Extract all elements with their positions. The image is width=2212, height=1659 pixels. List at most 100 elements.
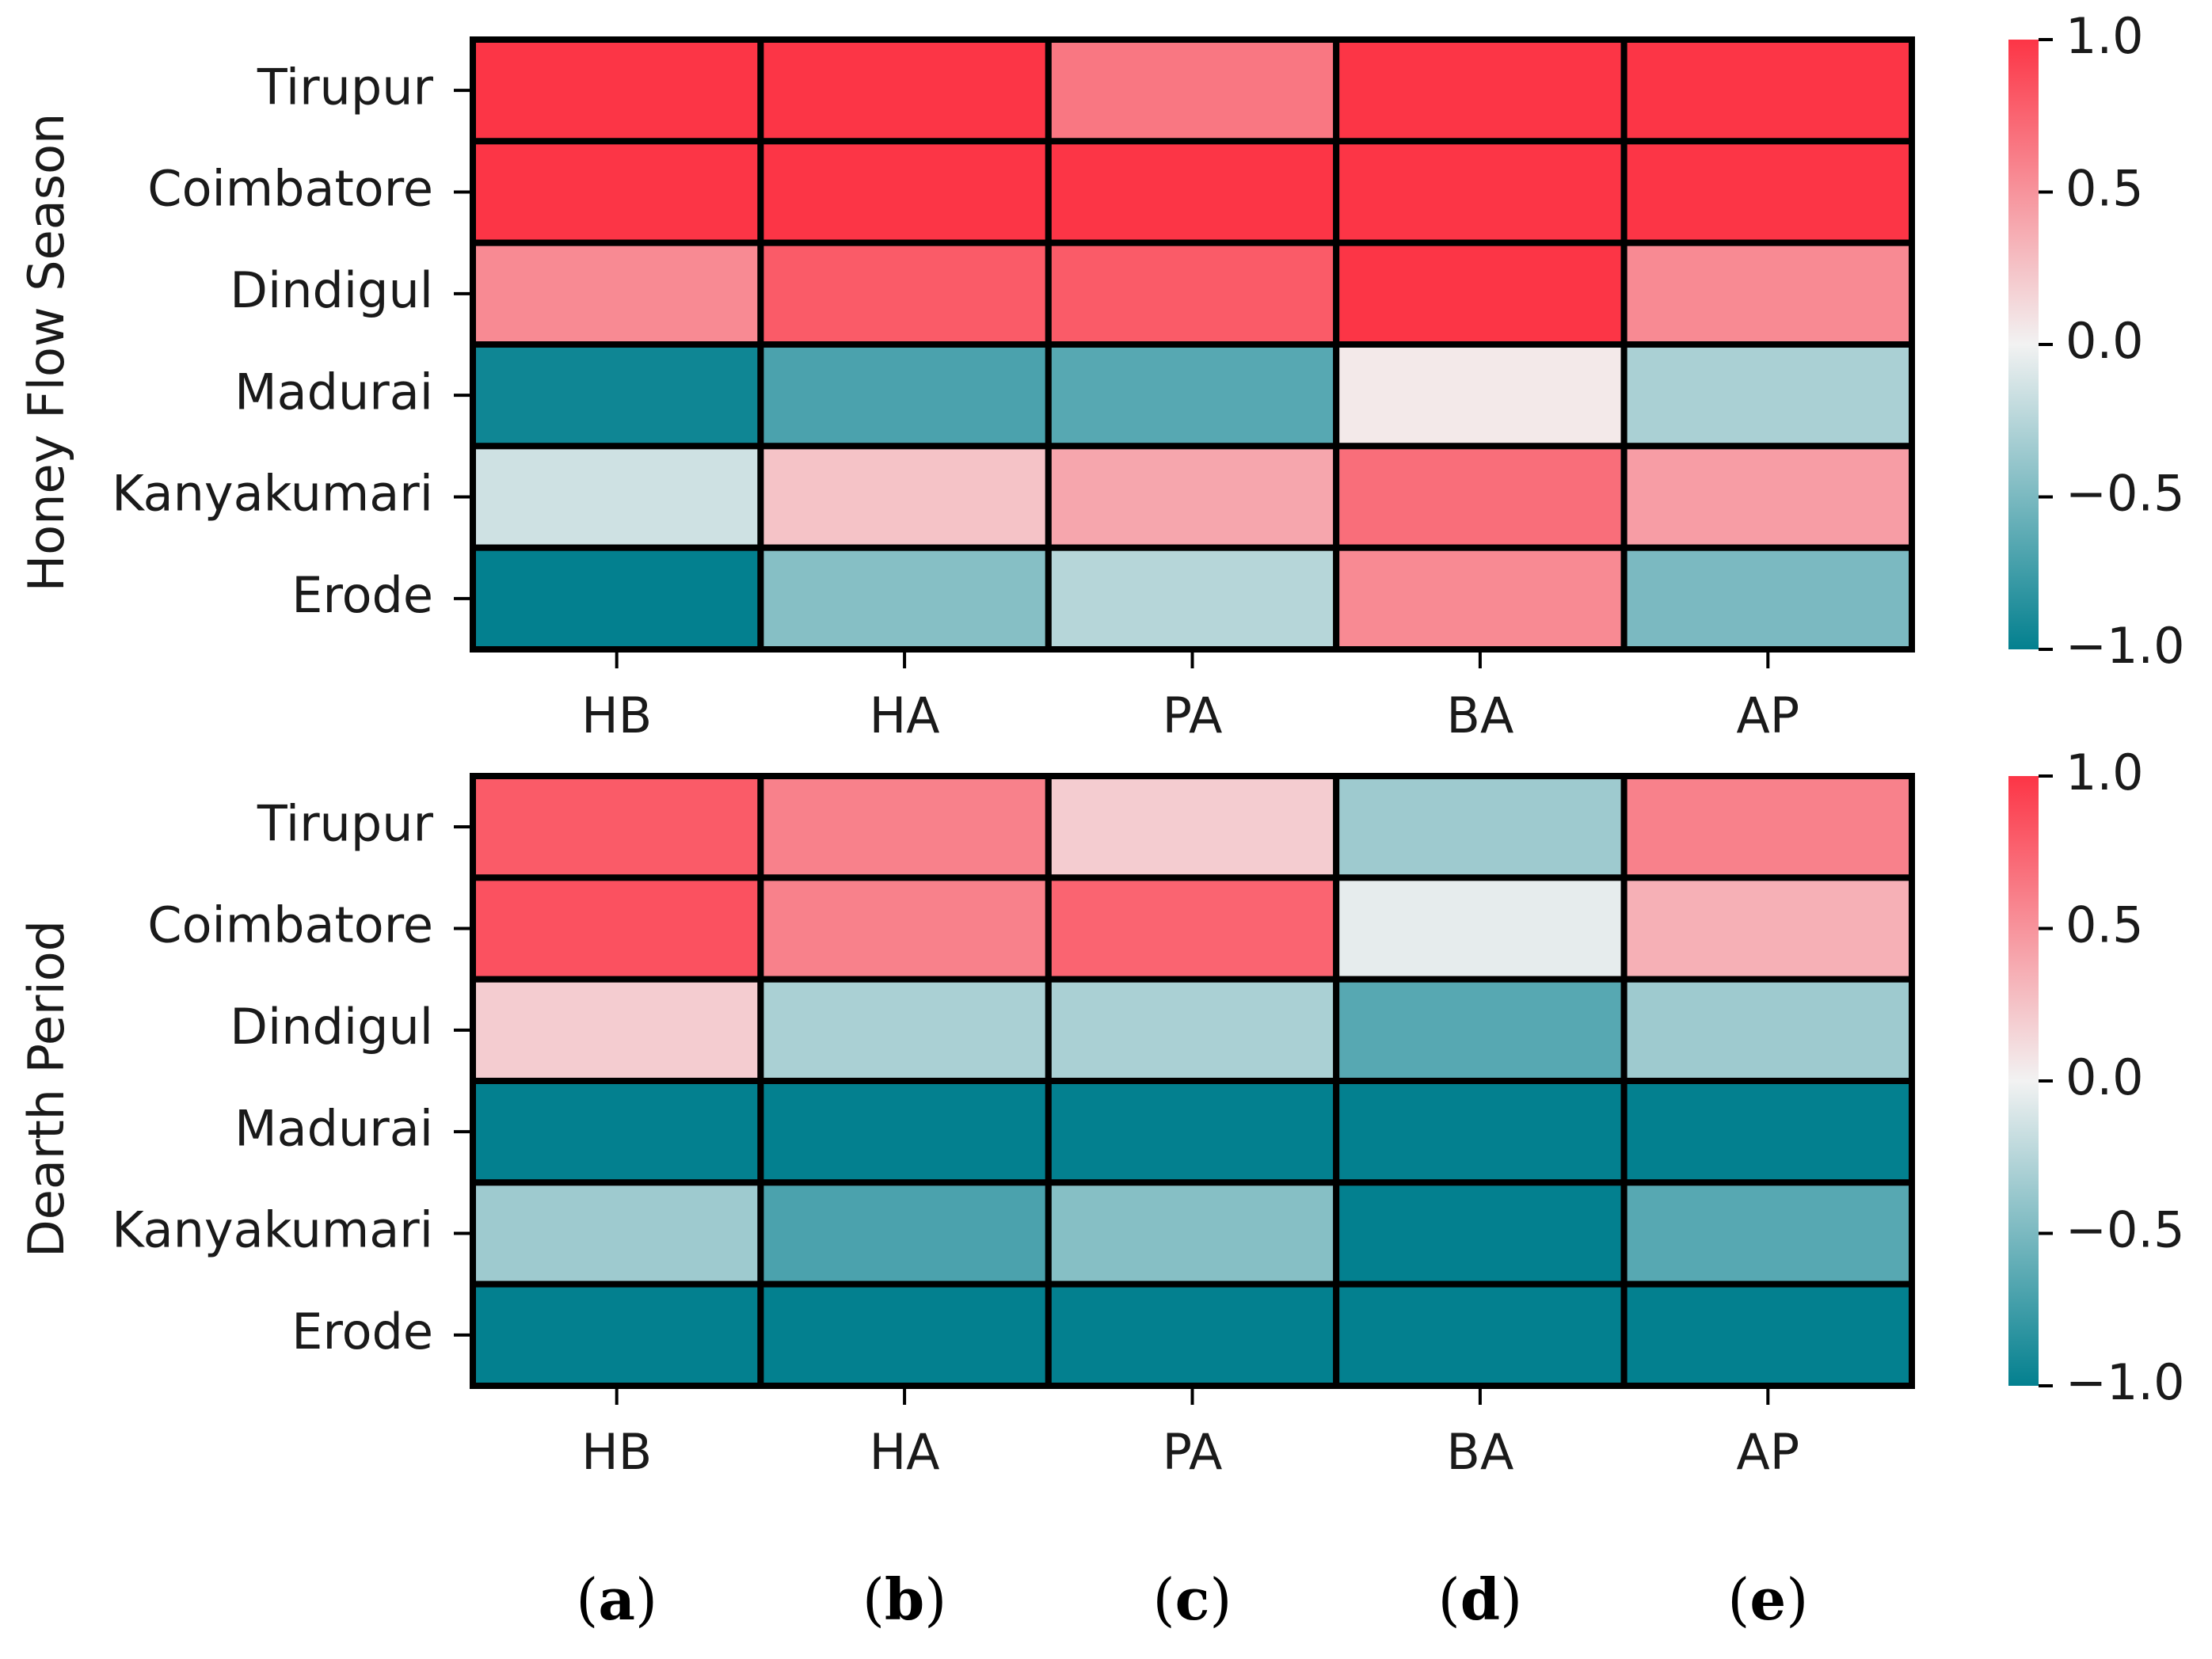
heatmap-cell: [1333, 1179, 1628, 1288]
heatmap-cell: [1620, 341, 1916, 450]
panel-letter: (b): [862, 1566, 947, 1633]
heatmap-cell: [470, 239, 764, 348]
colorbar-ticks-dearth: 1.0 0.5 0.0 −0.5 −1.0: [2039, 744, 2185, 1411]
colorbar-tick-label: 1.0: [2065, 744, 2144, 801]
heatmap-cell: [1045, 341, 1340, 450]
heatmap-cell: [1333, 976, 1628, 1084]
panel-letter: (c): [1152, 1566, 1232, 1633]
colorbar-tick-label: 0.0: [2065, 1048, 2144, 1106]
heatmap-cell: [1620, 1179, 1916, 1288]
heatmap-cell: [757, 976, 1052, 1084]
heatmap-cell: [1333, 443, 1628, 551]
heatmap-cell: [1045, 773, 1340, 881]
colorbar-tick-label: 0.5: [2065, 160, 2144, 218]
heatmap-cell: [1045, 1179, 1340, 1288]
ytick-label: Kanyakumari: [112, 465, 433, 523]
heatmap-cell: [1333, 544, 1628, 653]
heatmap-cell: [1620, 773, 1916, 881]
heatmap-cell: [1045, 138, 1340, 246]
ytick-label: Erode: [291, 566, 433, 624]
heatmap-honey-flow: Honey Flow Season Tirupur Coimbatore Dindi…: [17, 7, 2185, 744]
colorbar-gradient: [2008, 776, 2039, 1386]
heatmap-cell: [1333, 341, 1628, 450]
heatmap-cell: [470, 1280, 764, 1389]
colorbar-tick-label: −0.5: [2065, 465, 2185, 523]
colorbar-honey-flow: 1.0 0.5 0.0 −0.5 −1.0: [2008, 7, 2185, 675]
heatmap-cell: [1045, 443, 1340, 551]
colorbar-tick-label: −1.0: [2065, 617, 2185, 675]
panel-letter: (d): [1438, 1566, 1523, 1633]
heatmap-dearth: Dearth Period Tirupur Coimbatore Dindigul M…: [17, 744, 2185, 1481]
panel-letter: (a): [576, 1566, 657, 1633]
heatmap-cell: [757, 341, 1052, 450]
yticks-dearth: Tirupur Coimbatore Dindigul Madurai Kanyakum…: [112, 794, 470, 1360]
xtick-label: HA: [870, 687, 940, 744]
colorbar-tick-label: −1.0: [2065, 1353, 2185, 1411]
xtick-label: PA: [1163, 1423, 1223, 1481]
xtick-label: PA: [1163, 687, 1223, 744]
yticks-honey-flow: Tirupur Coimbatore Dindigul Madurai Kanyakum…: [112, 58, 470, 624]
colorbar-tick-label: 1.0: [2065, 7, 2144, 65]
heatmap-cell: [1620, 544, 1916, 653]
xtick-label: HA: [870, 1423, 940, 1481]
heatmap-cell: [757, 239, 1052, 348]
heatmap-cell: [1045, 874, 1340, 983]
colorbar-tick-label: 0.5: [2065, 896, 2144, 954]
heatmap-cell: [1045, 976, 1340, 1084]
ytick-label: Kanyakumari: [112, 1201, 433, 1259]
xtick-label: BA: [1446, 1423, 1513, 1481]
heatmap-cell: [1333, 239, 1628, 348]
xtick-label: HB: [581, 1423, 652, 1481]
heatmap-cell: [1333, 36, 1628, 145]
heatmap-cell: [470, 773, 764, 881]
xtick-label: BA: [1446, 687, 1513, 744]
heatmap-cell: [757, 36, 1052, 145]
heatmap-cell: [1045, 544, 1340, 653]
heatmap-cell: [757, 1078, 1052, 1186]
ylabel-honey-flow: Honey Flow Season: [17, 113, 75, 592]
heatmap-cell: [1620, 976, 1916, 1084]
panel-letters: (a) (b) (c) (d) (e): [576, 1566, 1808, 1633]
xtick-label: AP: [1736, 1423, 1799, 1481]
ytick-label: Madurai: [234, 1099, 433, 1157]
heatmap-cell: [470, 341, 764, 450]
heatmap-cell: [1620, 1280, 1916, 1389]
xticks-honey-flow: HB HA PA BA AP: [581, 653, 1799, 744]
heatmap-cell: [757, 874, 1052, 983]
heatmap-cell: [470, 1078, 764, 1186]
heatmap-cell: [1620, 36, 1916, 145]
heatmap-cell: [1333, 874, 1628, 983]
heatmap-cell: [470, 874, 764, 983]
heatmap-cell: [470, 976, 764, 1084]
heatmap-cell: [1620, 1078, 1916, 1186]
heatmap-cell: [1333, 1280, 1628, 1389]
heatmap-cell: [470, 36, 764, 145]
heatmap-cell: [1620, 138, 1916, 246]
cells-dearth: [470, 773, 1916, 1389]
xticks-dearth: HB HA PA BA AP: [581, 1389, 1799, 1481]
xtick-label: HB: [581, 687, 652, 744]
heatmap-cell: [470, 1179, 764, 1288]
ytick-label: Tirupur: [257, 794, 434, 852]
heatmap-cell: [757, 1280, 1052, 1389]
heatmap-cell: [1045, 36, 1340, 145]
heatmap-cell: [1045, 1280, 1340, 1389]
cells-honey-flow: [470, 36, 1916, 653]
heatmap-cell: [1045, 239, 1340, 348]
heatmap-cell: [470, 138, 764, 246]
colorbar-tick-label: 0.0: [2065, 312, 2144, 370]
ytick-label: Dindigul: [230, 261, 433, 319]
heatmap-cell: [1333, 1078, 1628, 1186]
ylabel-dearth: Dearth Period: [17, 920, 75, 1258]
colorbar-ticks-honey-flow: 1.0 0.5 0.0 −0.5 −1.0: [2039, 7, 2185, 675]
heatmap-cell: [1620, 239, 1916, 348]
heatmap-cell: [1620, 443, 1916, 551]
heatmap-cell: [1333, 138, 1628, 246]
xtick-label: AP: [1736, 687, 1799, 744]
colorbar-gradient: [2008, 40, 2039, 649]
heatmap-cell: [757, 773, 1052, 881]
panel-letter: (e): [1727, 1566, 1808, 1633]
heatmap-cell: [470, 544, 764, 653]
heatmap-cell: [757, 138, 1052, 246]
